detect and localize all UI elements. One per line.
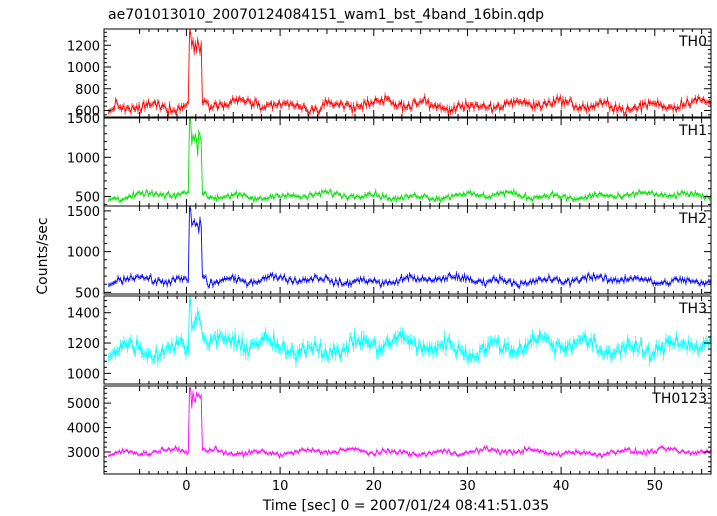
panel-frame bbox=[103, 205, 712, 295]
x-tick-labels: 0 10 20 30 40 50 bbox=[182, 479, 663, 494]
series-line-th2 bbox=[108, 207, 711, 288]
y-tick-label: 1000 bbox=[67, 61, 100, 76]
x-tick-label: 20 bbox=[366, 479, 383, 494]
x-tick-label: 0 bbox=[182, 479, 190, 494]
error-bars bbox=[108, 206, 711, 290]
panel-th0: 600 800 1000 1200 TH0 bbox=[67, 28, 712, 119]
y-tick-label: 1500 bbox=[67, 112, 100, 127]
panel-label: TH0 bbox=[678, 34, 707, 50]
y-tick-label: 1200 bbox=[67, 337, 100, 352]
x-axis-label: Time [sec] 0 = 2007/01/24 08:41:51.035 bbox=[262, 498, 549, 514]
panel-frame bbox=[103, 28, 712, 118]
y-tick-label: 1000 bbox=[67, 151, 100, 166]
x-tick-label: 40 bbox=[553, 479, 570, 494]
panel-th0123: 3000 4000 5000 TH0123 bbox=[67, 385, 712, 475]
series-line-th3 bbox=[108, 300, 711, 364]
y-tick-label: 4000 bbox=[67, 422, 100, 437]
panel-frame bbox=[103, 295, 712, 385]
y-tick-label: 1400 bbox=[67, 307, 100, 322]
x-tick-label: 10 bbox=[272, 479, 289, 494]
error-bars bbox=[108, 29, 711, 117]
panel-th1: 500 1000 1500 TH1 bbox=[67, 112, 712, 207]
y-tick-label: 1500 bbox=[67, 205, 100, 220]
y-tick-label: 1200 bbox=[67, 39, 100, 54]
x-tick-label: 30 bbox=[459, 479, 476, 494]
panels-group: 600 800 1000 1200 TH0 500 1000 1500 TH1 500 1000 15… bbox=[67, 28, 712, 475]
y-tick-label: 5000 bbox=[67, 397, 100, 412]
series-line-th0123 bbox=[108, 387, 711, 459]
series-line-th1 bbox=[108, 119, 711, 204]
panel-frame bbox=[103, 117, 712, 207]
y-axis-label: Counts/sec bbox=[35, 217, 51, 294]
error-bars bbox=[108, 118, 711, 204]
panel-th3: 1000 1200 1400 TH3 bbox=[67, 295, 712, 385]
panel-label: TH3 bbox=[678, 301, 707, 317]
error-bars bbox=[108, 387, 711, 459]
y-tick-label: 1000 bbox=[67, 367, 100, 382]
y-tick-label: 3000 bbox=[67, 446, 100, 461]
series-line-th0 bbox=[108, 31, 711, 116]
y-tick-label: 800 bbox=[75, 83, 100, 98]
y-tick-label: 500 bbox=[75, 191, 100, 206]
chart-title: ae701013010_20070124084151_wam1_bst_4ban… bbox=[108, 7, 544, 23]
y-tick-label: 500 bbox=[75, 286, 100, 301]
panel-label: TH1 bbox=[678, 123, 707, 139]
panel-frame bbox=[103, 385, 712, 475]
panel-label: TH0123 bbox=[651, 391, 707, 407]
x-tick-label: 50 bbox=[647, 479, 664, 494]
y-tick-label: 1000 bbox=[67, 246, 100, 261]
y-tick-label: 600 bbox=[75, 104, 100, 119]
error-bars bbox=[108, 296, 711, 368]
panel-label: TH2 bbox=[678, 211, 707, 227]
panel-th2: 500 1000 1500 TH2 bbox=[67, 205, 712, 301]
